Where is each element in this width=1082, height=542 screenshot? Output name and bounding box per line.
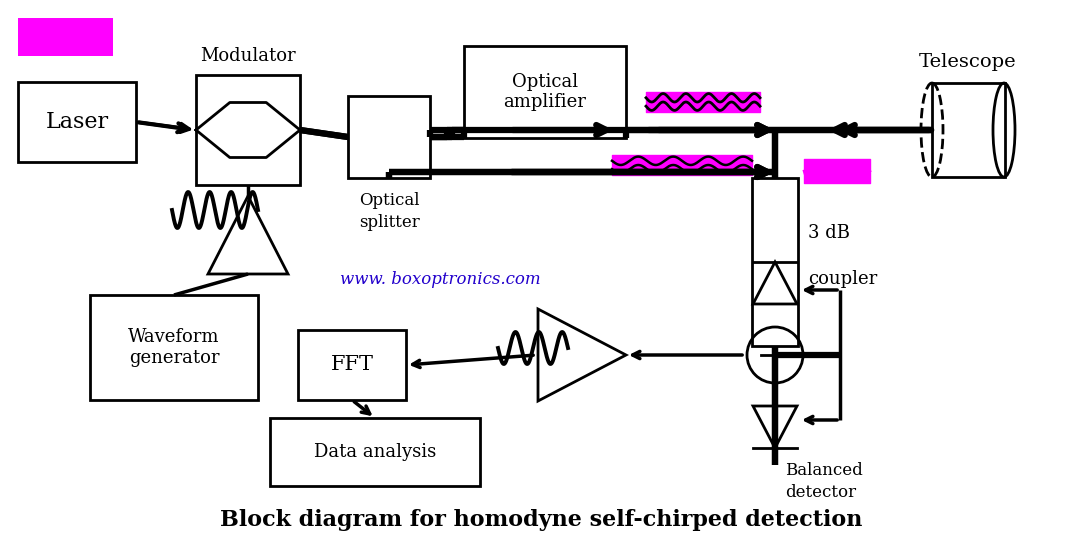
Bar <box>18 18 113 56</box>
Text: Data analysis: Data analysis <box>314 443 436 461</box>
Text: Waveform
generator: Waveform generator <box>129 328 220 367</box>
Bar <box>18 82 136 162</box>
Text: FFT: FFT <box>330 356 373 375</box>
Bar <box>196 75 300 185</box>
Text: Telescope: Telescope <box>920 53 1017 71</box>
Text: Modulator: Modulator <box>200 47 295 65</box>
Text: Optical
splitter: Optical splitter <box>358 192 420 231</box>
Text: coupler: coupler <box>808 270 878 288</box>
Bar <box>90 295 258 400</box>
Text: 3 dB: 3 dB <box>808 224 850 242</box>
Bar <box>464 46 626 138</box>
Bar <box>752 178 799 346</box>
Text: Optical
amplifier: Optical amplifier <box>503 73 586 112</box>
Bar <box>298 330 406 400</box>
Bar <box>932 83 1005 177</box>
Text: Block diagram for homodyne self-chirped detection: Block diagram for homodyne self-chirped … <box>220 509 862 531</box>
Text: www. boxoptronics.com: www. boxoptronics.com <box>340 272 540 288</box>
Text: Laser: Laser <box>45 111 108 133</box>
Bar <box>270 418 480 486</box>
Text: Balanced
detector: Balanced detector <box>786 462 862 501</box>
Bar <box>348 96 430 178</box>
